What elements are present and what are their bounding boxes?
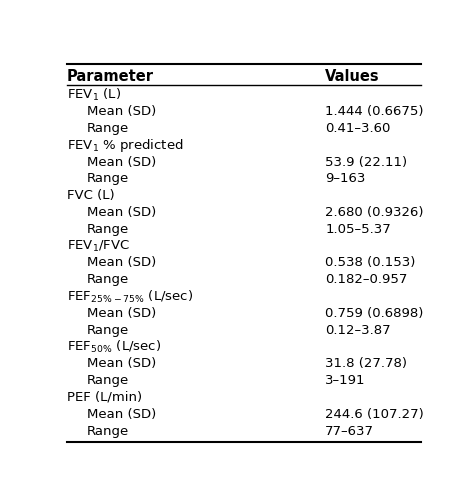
Text: Range: Range (87, 223, 129, 236)
Text: FEV$_1$/FVC: FEV$_1$/FVC (67, 239, 130, 254)
Text: PEF (L/min): PEF (L/min) (67, 391, 142, 404)
Text: 31.8 (27.78): 31.8 (27.78) (325, 357, 407, 371)
Text: Mean (SD): Mean (SD) (87, 156, 157, 169)
Text: Parameter: Parameter (67, 69, 154, 84)
Text: 244.6 (107.27): 244.6 (107.27) (325, 408, 424, 421)
Text: Mean (SD): Mean (SD) (87, 357, 157, 371)
Text: 1.05–5.37: 1.05–5.37 (325, 223, 391, 236)
Text: Values: Values (325, 69, 380, 84)
Text: Mean (SD): Mean (SD) (87, 307, 157, 320)
Text: Range: Range (87, 273, 129, 286)
Text: 3–191: 3–191 (325, 374, 366, 387)
Text: Range: Range (87, 374, 129, 387)
Text: FEF$_{50\%}$ (L/sec): FEF$_{50\%}$ (L/sec) (67, 339, 161, 355)
Text: Mean (SD): Mean (SD) (87, 105, 157, 118)
Text: 0.759 (0.6898): 0.759 (0.6898) (325, 307, 424, 320)
Text: Mean (SD): Mean (SD) (87, 408, 157, 421)
Text: Mean (SD): Mean (SD) (87, 206, 157, 219)
Text: FEV$_1$ (L): FEV$_1$ (L) (67, 87, 121, 103)
Text: 0.182–0.957: 0.182–0.957 (325, 273, 407, 286)
Text: 2.680 (0.9326): 2.680 (0.9326) (325, 206, 424, 219)
Text: 53.9 (22.11): 53.9 (22.11) (325, 156, 407, 169)
Text: FEF$_{25\%-75\%}$ (L/sec): FEF$_{25\%-75\%}$ (L/sec) (67, 289, 193, 305)
Text: Range: Range (87, 173, 129, 186)
Text: 9–163: 9–163 (325, 173, 366, 186)
Text: Mean (SD): Mean (SD) (87, 256, 157, 269)
Text: FVC (L): FVC (L) (67, 189, 115, 202)
Text: 0.538 (0.153): 0.538 (0.153) (325, 256, 416, 269)
Text: Range: Range (87, 122, 129, 135)
Text: 1.444 (0.6675): 1.444 (0.6675) (325, 105, 424, 118)
Text: 0.41–3.60: 0.41–3.60 (325, 122, 390, 135)
Text: Range: Range (87, 425, 129, 437)
Text: 77–637: 77–637 (325, 425, 374, 437)
Text: FEV$_1$ % predicted: FEV$_1$ % predicted (67, 137, 183, 154)
Text: 0.12–3.87: 0.12–3.87 (325, 324, 391, 337)
Text: Range: Range (87, 324, 129, 337)
